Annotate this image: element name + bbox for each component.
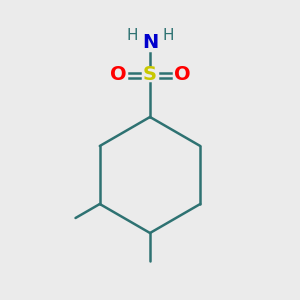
Text: O: O (110, 65, 126, 85)
Text: H: H (126, 28, 138, 43)
Text: O: O (174, 65, 190, 85)
Text: N: N (142, 34, 158, 52)
Text: S: S (143, 65, 157, 85)
Text: H: H (162, 28, 174, 43)
